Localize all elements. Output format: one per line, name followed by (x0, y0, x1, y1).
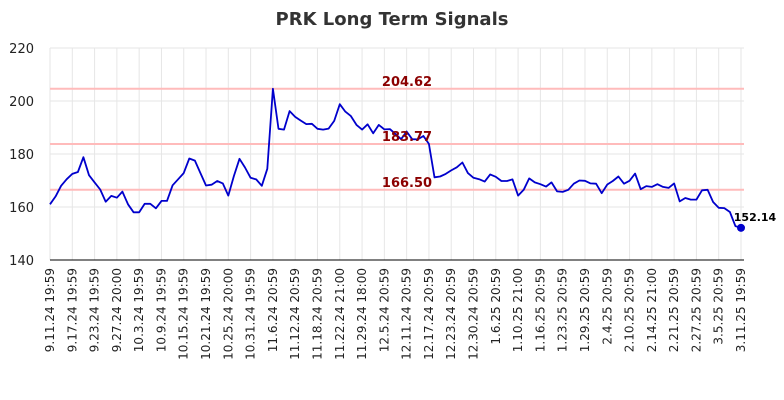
x-tick-label: 1.6.25 20:59 (489, 268, 503, 345)
x-tick-label: 1.10.25 21:00 (511, 268, 525, 352)
y-tick-label: 180 (9, 148, 34, 163)
x-tick-label: 9.27.24 20:00 (110, 268, 124, 352)
x-tick-label: 2.14.25 21:00 (645, 268, 659, 352)
x-tick-label: 9.11.24 19:59 (43, 268, 57, 352)
price-line (49, 87, 742, 229)
last-point (737, 223, 745, 232)
grid (49, 47, 744, 261)
x-tick-label: 11.22.24 21:00 (333, 268, 347, 360)
y-axis: 140 160 180 200 220 (9, 42, 34, 269)
signal-labels: 204.62 183.77 166.50 (382, 75, 432, 191)
x-tick-label: 12.17.24 20:59 (422, 268, 436, 360)
y-tick-label: 220 (9, 42, 34, 57)
x-tick-label: 11.12.24 20:59 (288, 268, 302, 360)
x-tick-label: 12.23.24 20:59 (444, 268, 458, 360)
x-tick-label: 1.16.25 20:59 (533, 268, 547, 352)
x-tick-label: 12.30.24 20:59 (467, 268, 481, 360)
y-tick-label: 200 (9, 95, 34, 110)
x-tick-label: 10.31.24 19:59 (244, 268, 258, 360)
signal-label: 183.77 (382, 130, 432, 145)
x-tick-label: 2.27.25 20:59 (689, 268, 703, 352)
x-tick-label: 9.23.24 19:59 (88, 268, 102, 352)
x-tick-label: 10.3.24 19:59 (132, 268, 146, 352)
x-tick-label: 12.5.24 20:59 (377, 268, 391, 352)
signal-lines (50, 87, 744, 191)
signal-label: 204.62 (382, 75, 432, 90)
x-tick-label: 11.18.24 20:59 (310, 268, 324, 360)
x-tick-label: 11.29.24 18:00 (355, 268, 369, 360)
x-tick-label: 10.9.24 19:59 (154, 268, 168, 352)
x-tick-label: 2.10.25 20:59 (623, 268, 637, 352)
x-tick-label: 1.23.25 20:59 (556, 268, 570, 352)
x-tick-label: 1.29.25 20:59 (578, 268, 592, 352)
x-tick-label: 11.6.24 20:59 (266, 268, 280, 352)
x-tick-label: 3.5.25 20:59 (712, 268, 726, 345)
y-tick-label: 160 (9, 201, 34, 216)
x-tick-label: 12.11.24 20:59 (400, 268, 414, 360)
series: 152.14 (49, 87, 777, 232)
x-tick-label: 10.25.24 20:00 (221, 268, 235, 360)
x-tick-label: 10.15.24 19:59 (177, 268, 191, 360)
x-tick-label: 9.17.24 19:59 (65, 268, 79, 352)
chart-title: PRK Long Term Signals (276, 9, 509, 30)
last-value-label: 152.14 (734, 211, 777, 224)
y-tick-label: 140 (9, 254, 34, 269)
x-tick-label: 3.11.25 19:59 (734, 268, 748, 352)
x-tick-label: 2.21.25 20:59 (667, 268, 681, 352)
x-tick-label: 10.21.24 19:59 (199, 268, 213, 360)
x-axis: 9.11.24 19:59 9.17.24 19:59 9.23.24 19:59 9… (43, 259, 748, 360)
signal-label: 166.50 (382, 176, 432, 191)
x-tick-label: 2.4.25 20:59 (600, 268, 614, 345)
